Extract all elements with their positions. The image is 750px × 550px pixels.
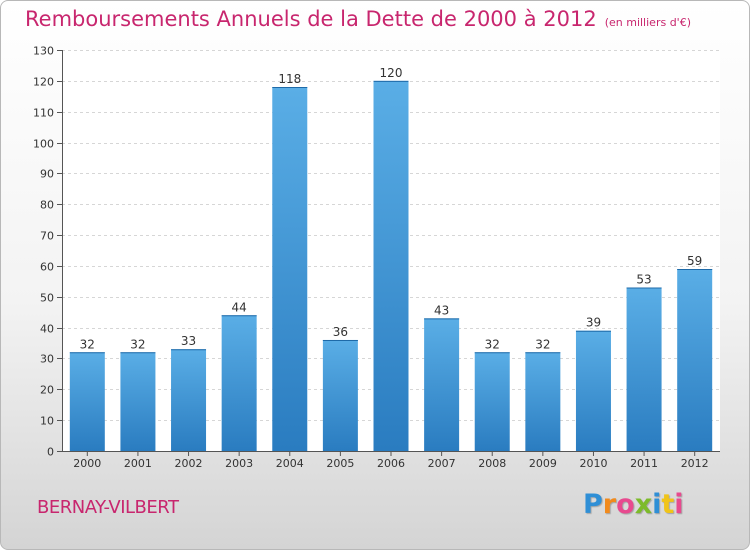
data-label: 32 [80,337,95,351]
bar [424,318,460,451]
bar [221,315,257,451]
x-tick-label: 2004 [276,457,304,470]
y-tick-label: 40 [40,323,54,336]
x-tick-label: 2006 [377,457,405,470]
bar [69,352,105,451]
x-tick-label: 2001 [124,457,152,470]
y-tick-label: 10 [40,415,54,428]
data-label: 43 [434,303,449,317]
data-label: 32 [485,337,500,351]
x-tick-label: 2003 [225,457,253,470]
y-tick-label: 50 [40,292,54,305]
data-label: 39 [586,316,601,330]
data-label: 120 [380,66,403,80]
y-tick-label: 70 [40,230,54,243]
bar [272,87,308,451]
data-label: 32 [535,337,550,351]
y-tick-label: 20 [40,384,54,397]
bar [575,330,611,451]
logo-letter: t [661,489,675,520]
logo-letter: r [602,489,617,520]
bar [677,269,713,451]
x-tick-label: 2012 [681,457,709,470]
y-tick-label: 120 [33,76,54,89]
bar [626,287,662,451]
y-tick-label: 90 [40,168,54,181]
chart-title-text: Remboursements Annuels de la Dette de 20… [25,7,597,31]
y-tick-label: 60 [40,261,54,274]
data-label: 118 [278,72,301,86]
bar [373,80,409,451]
data-label: 32 [130,337,145,351]
proxiti-logo: Proxiti [583,489,684,520]
logo-letter: P [583,489,603,520]
data-label: 59 [687,254,702,268]
y-tick-label: 30 [40,353,54,366]
x-tick-label: 2002 [175,457,203,470]
y-tick-label: 0 [47,446,54,459]
chart-title: Remboursements Annuels de la Dette de 20… [25,7,691,31]
x-tick-label: 2005 [326,457,354,470]
x-tick-label: 2010 [579,457,607,470]
data-label: 53 [636,273,651,287]
bar [474,352,510,451]
data-label: 36 [333,325,348,339]
bar [171,349,207,451]
y-tick-label: 100 [33,138,54,151]
bar [322,339,358,451]
logo-letter: i [674,489,684,520]
x-tick-label: 2011 [630,457,658,470]
bar [525,352,561,451]
bar [120,352,156,451]
place-name: BERNAY-VILBERT [37,497,179,518]
logo-letter: o [616,489,635,520]
data-label: 44 [232,300,247,314]
data-label: 33 [181,334,196,348]
y-tick-label: 130 [33,45,54,58]
y-tick-label: 80 [40,199,54,212]
logo-letter: x [634,489,653,520]
chart-subtitle: (en milliers d'€) [604,16,691,29]
x-tick-label: 2009 [529,457,557,470]
x-tick-label: 2007 [428,457,456,470]
y-tick-label: 110 [33,107,54,120]
logo-letter: i [652,489,662,520]
x-tick-label: 2000 [73,457,101,470]
x-tick-label: 2008 [478,457,506,470]
